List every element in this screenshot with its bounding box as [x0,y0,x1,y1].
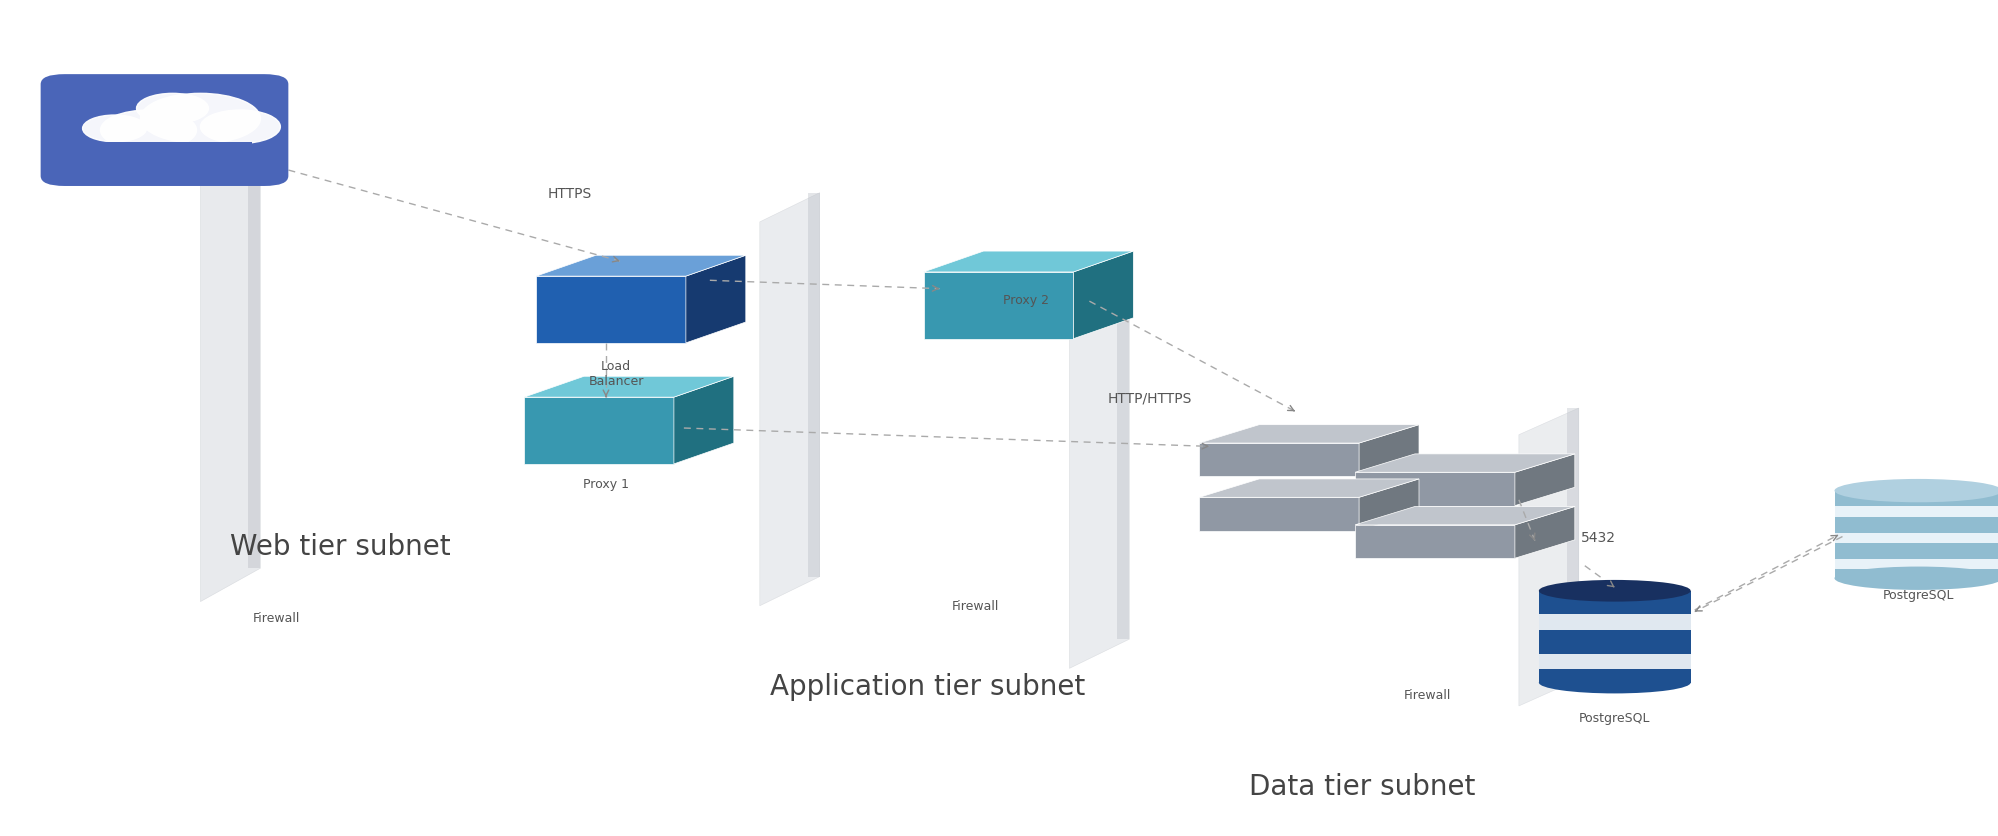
Text: Data tier subnet: Data tier subnet [1249,773,1475,801]
Polygon shape [1199,443,1359,477]
Text: Firewall: Firewall [252,612,300,624]
Polygon shape [685,255,745,343]
Polygon shape [1834,507,1998,517]
Text: Proxy 1: Proxy 1 [583,478,629,491]
Circle shape [140,94,260,144]
Text: HTTP/HTTPS: HTTP/HTTPS [1107,391,1191,405]
Text: Firewall: Firewall [951,600,999,613]
Polygon shape [1199,497,1359,531]
Text: Web tier subnet: Web tier subnet [230,533,452,561]
Polygon shape [1069,305,1129,669]
Polygon shape [1834,533,1998,543]
Polygon shape [200,101,260,602]
Polygon shape [1199,479,1419,497]
Circle shape [82,115,146,142]
Circle shape [100,110,196,150]
Polygon shape [673,376,733,464]
Polygon shape [248,101,260,568]
Polygon shape [1355,525,1514,558]
Circle shape [200,110,280,144]
Text: HTTPS: HTTPS [547,187,591,201]
Polygon shape [759,192,819,606]
Polygon shape [1355,472,1514,506]
Polygon shape [523,376,733,397]
Polygon shape [1834,491,1998,579]
Polygon shape [76,142,252,169]
Text: Proxy 2: Proxy 2 [1003,294,1049,308]
Polygon shape [523,397,673,464]
Polygon shape [1355,507,1574,525]
Ellipse shape [1538,671,1690,693]
Polygon shape [535,276,685,343]
Ellipse shape [1834,479,1998,502]
Polygon shape [1359,425,1419,477]
Text: PostgreSQL: PostgreSQL [1882,589,1954,602]
Polygon shape [535,255,745,276]
Text: Application tier subnet: Application tier subnet [769,673,1085,701]
FancyBboxPatch shape [40,74,288,186]
Polygon shape [1355,454,1574,472]
Text: Firewall: Firewall [1403,689,1451,702]
Polygon shape [807,192,819,577]
Polygon shape [923,251,1133,272]
Polygon shape [1538,591,1690,682]
Polygon shape [1518,408,1578,706]
Text: PostgreSQL: PostgreSQL [1578,711,1650,725]
Text: 5432: 5432 [1580,531,1616,545]
Polygon shape [923,272,1073,339]
Polygon shape [1514,507,1574,558]
Ellipse shape [1834,567,1998,590]
Text: Load
Balancer: Load Balancer [587,359,643,388]
Polygon shape [1073,251,1133,339]
Polygon shape [1566,408,1578,679]
Polygon shape [1834,559,1998,569]
Polygon shape [1359,479,1419,531]
Circle shape [136,94,208,124]
Polygon shape [1117,305,1129,640]
Polygon shape [1538,654,1690,670]
Polygon shape [1514,454,1574,506]
Polygon shape [1538,614,1690,630]
Polygon shape [1199,425,1419,443]
Ellipse shape [1538,580,1690,602]
